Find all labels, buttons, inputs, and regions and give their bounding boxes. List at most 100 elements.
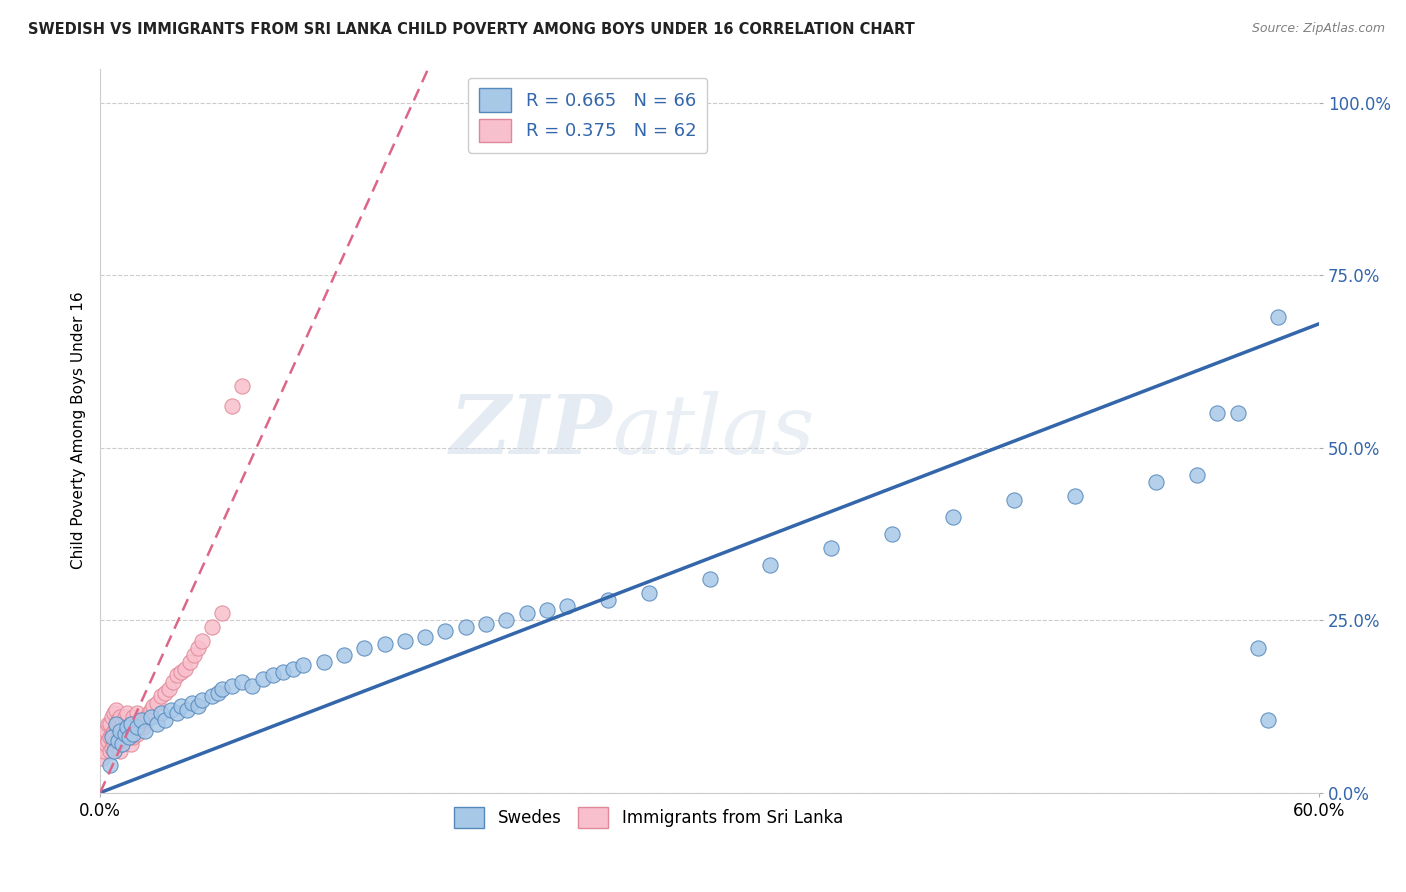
Point [110,744,132,758]
Point [1146,475,1168,490]
Point [98,731,121,745]
Point [91,751,114,765]
Point [231,378,253,392]
Point [1267,310,1289,324]
Point [124,723,146,738]
Point [166,668,188,682]
Point [160,703,183,717]
Point [176,703,198,717]
Point [98,716,121,731]
Point [271,665,294,679]
Point [1206,406,1229,420]
Point [207,686,229,700]
Point [557,599,579,614]
Point [139,710,162,724]
Point [637,585,659,599]
Point [105,734,128,748]
Point [180,696,202,710]
Point [101,740,124,755]
Point [129,713,152,727]
Point [183,648,205,662]
Point [107,734,129,748]
Y-axis label: Child Poverty Among Boys Under 16: Child Poverty Among Boys Under 16 [72,292,86,569]
Point [121,710,143,724]
Point [117,723,139,738]
Point [139,703,162,717]
Point [97,716,120,731]
Point [98,744,121,758]
Point [179,655,201,669]
Point [111,716,134,731]
Point [150,689,173,703]
Point [153,713,176,727]
Point [536,603,558,617]
Point [120,738,142,752]
Point [187,699,209,714]
Point [221,400,243,414]
Point [475,616,498,631]
Point [211,607,233,621]
Point [114,731,136,745]
Point [121,731,143,745]
Point [101,727,124,741]
Point [353,640,375,655]
Point [117,731,139,745]
Point [373,637,395,651]
Point [110,727,132,741]
Point [596,592,619,607]
Point [170,699,193,714]
Point [174,661,197,675]
Point [262,668,284,682]
Point [110,723,132,738]
Point [221,679,243,693]
Point [882,527,904,541]
Point [114,727,136,741]
Point [105,716,128,731]
Point [135,710,157,724]
Point [699,572,721,586]
Point [516,607,538,621]
Point [110,710,132,724]
Point [107,713,129,727]
Point [103,738,125,752]
Point [115,720,138,734]
Point [98,758,121,772]
Point [1226,406,1249,420]
Point [125,706,148,721]
Point [170,665,193,679]
Point [166,706,188,721]
Text: SWEDISH VS IMMIGRANTS FROM SRI LANKA CHILD POVERTY AMONG BOYS UNDER 16 CORRELATI: SWEDISH VS IMMIGRANTS FROM SRI LANKA CHI… [28,22,915,37]
Point [132,720,155,734]
Point [103,744,125,758]
Point [103,706,125,721]
Point [103,723,125,738]
Point [211,682,233,697]
Point [96,723,118,738]
Point [292,658,315,673]
Point [1185,468,1208,483]
Point [242,679,264,693]
Point [281,661,304,675]
Point [394,634,416,648]
Point [115,727,138,741]
Point [1247,640,1270,655]
Point [187,640,209,655]
Point [1002,492,1025,507]
Point [820,541,842,555]
Point [101,710,124,724]
Point [114,710,136,724]
Point [413,631,436,645]
Point [146,696,169,710]
Point [120,716,142,731]
Point [134,713,156,727]
Point [107,731,129,745]
Point [495,613,517,627]
Point [333,648,356,662]
Point [231,675,253,690]
Point [125,720,148,734]
Legend: Swedes, Immigrants from Sri Lanka: Swedes, Immigrants from Sri Lanka [447,800,849,835]
Point [942,509,965,524]
Text: Source: ZipAtlas.com: Source: ZipAtlas.com [1251,22,1385,36]
Point [153,686,176,700]
Point [1064,489,1087,503]
